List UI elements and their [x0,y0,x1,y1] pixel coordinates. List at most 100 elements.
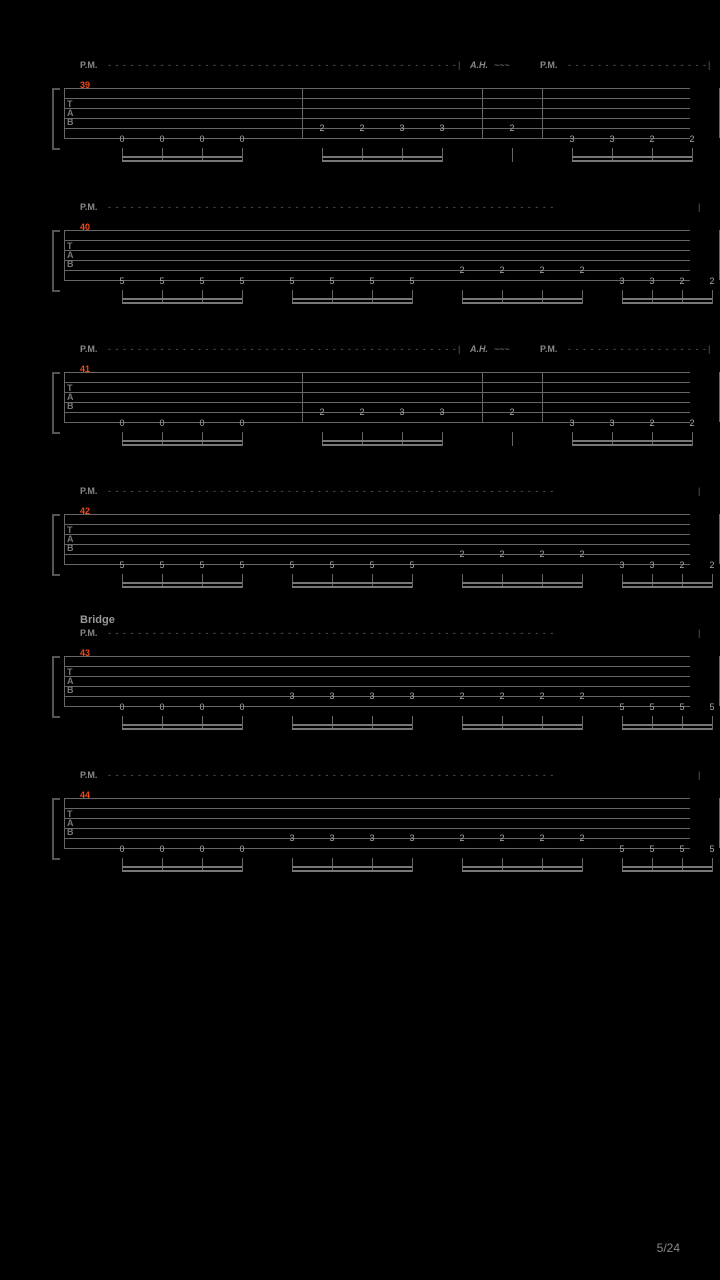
pm-label: P.M. [80,202,97,212]
fret-number: 0 [119,702,124,712]
fret-number: 3 [619,560,624,570]
barline [64,88,65,138]
barline [64,514,65,564]
staff-container: 44T A B3333222200005555 [30,790,690,870]
fret-number: 5 [679,844,684,854]
fret-number: 5 [619,702,624,712]
measure-number: 40 [80,222,90,232]
fret-number: 5 [649,702,654,712]
beam [122,444,242,446]
fret-number: 5 [289,276,294,286]
beam [122,298,242,300]
note-stem [442,148,443,162]
tab-clef: T A B [67,810,74,837]
ah-label: A.H. [470,60,488,70]
string-line [64,230,690,231]
fret-number: 2 [499,549,504,559]
string-line [64,412,690,413]
rhythm-row: 00003322 [64,422,690,452]
fret-number: 3 [399,407,404,417]
fret-number: 2 [499,833,504,843]
tab-staff: T A B2222 [64,514,690,564]
fret-number: 2 [499,265,504,275]
beam [322,160,442,162]
string-line [64,524,690,525]
fret-number: 0 [199,418,204,428]
fret-number: 5 [369,560,374,570]
fret-number: 3 [569,134,574,144]
beam [622,728,712,730]
beam [292,586,412,588]
fret-number: 0 [159,134,164,144]
annotations: P.M. - - - - - - - - - - - - - - - - - -… [80,202,690,220]
staff-container: 41T A B2233200003322 [30,364,690,444]
fret-number: 3 [289,691,294,701]
tab-page: P.M. - - - - - - - - - - - - - - - - - -… [0,0,720,942]
string-line [64,676,690,677]
system-bracket [52,372,60,434]
beam [622,870,712,872]
rhythm-row: 00005555 [64,706,690,736]
measure-number: 42 [80,506,90,516]
beam [292,866,412,868]
tab-staff: T A B33332222 [64,656,690,706]
measure-40: P.M. - - - - - - - - - - - - - - - - - -… [30,202,690,302]
pm-end: | [458,344,461,354]
fret-number: 3 [619,276,624,286]
beam [572,160,692,162]
barline [64,372,65,422]
measure-number: 39 [80,80,90,90]
barline [542,88,543,138]
beam [122,586,242,588]
string-line [64,240,690,241]
pm-dashes: - - - - - - - - - - - - - - - - - - - - … [108,344,458,354]
fret-number: 5 [239,560,244,570]
string-line [64,554,690,555]
tab-clef: T A B [67,100,74,127]
fret-number: 2 [679,276,684,286]
fret-number: 2 [459,549,464,559]
staff-container: 43T A B3333222200005555 [30,648,690,728]
pm-label: P.M. [80,770,97,780]
barline [542,372,543,422]
annotations: P.M. - - - - - - - - - - - - - - - - - -… [80,770,690,788]
fret-number: 5 [329,560,334,570]
fret-number: 0 [239,844,244,854]
string-line [64,686,690,687]
string-line [64,382,690,383]
pm-end: | [458,60,461,70]
string-line [64,270,690,271]
barline [302,88,303,138]
string-line [64,798,690,799]
barline [302,372,303,422]
string-line [64,818,690,819]
pm-end: | [698,628,701,638]
note-stem [712,716,713,730]
beam [622,582,712,584]
note-stem [412,858,413,872]
note-stem [692,432,693,446]
note-stem [512,148,513,162]
fret-number: 2 [509,407,514,417]
fret-number: 5 [409,560,414,570]
fret-number: 0 [199,134,204,144]
barline [64,798,65,848]
fret-number: 2 [359,407,364,417]
pm-label: P.M. [80,344,97,354]
fret-number: 0 [199,702,204,712]
fret-number: 0 [239,418,244,428]
fret-number: 2 [709,560,714,570]
fret-number: 0 [199,844,204,854]
staff-container: 40T A B2222555555553322 [30,222,690,302]
beam [572,440,692,442]
string-line [64,544,690,545]
measure-43: BridgeP.M. - - - - - - - - - - - - - - -… [30,628,690,728]
rhythm-row: 555555553322 [64,280,690,310]
fret-number: 3 [369,833,374,843]
page-number: 5/24 [657,1241,680,1255]
vibrato-wavy: ~~~ [494,344,510,354]
ah-label: A.H. [470,344,488,354]
beam [622,298,712,300]
fret-number: 0 [159,418,164,428]
pm-end: | [698,770,701,780]
